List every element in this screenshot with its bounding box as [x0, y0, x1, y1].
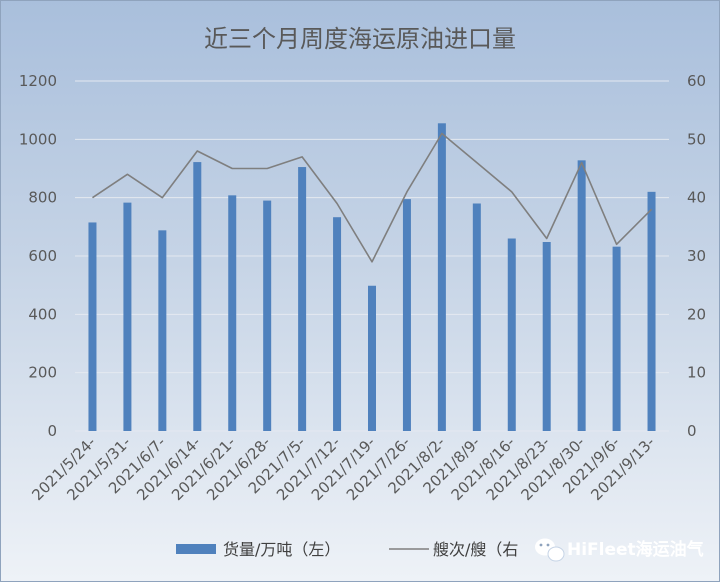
- left-axis-tick-label: 1200: [19, 72, 57, 90]
- bar: [228, 195, 237, 431]
- bar: [507, 238, 516, 431]
- watermark: HiFleet海运油气: [535, 538, 704, 562]
- bar: [437, 123, 446, 432]
- bar: [333, 217, 342, 431]
- left-axis-tick-label: 0: [47, 422, 57, 440]
- bar: [158, 230, 167, 431]
- bar: [298, 167, 307, 431]
- left-axis-tick-label: 800: [28, 189, 57, 207]
- chart-title: 近三个月周度海运原油进口量: [204, 25, 516, 53]
- wechat-icon: [535, 538, 565, 562]
- bar: [88, 222, 97, 431]
- left-axis-tick-label: 600: [28, 247, 57, 265]
- left-axis-tick-label: 400: [28, 305, 57, 323]
- left-axis: 0 200 400 600 800 1000 1200: [19, 72, 57, 440]
- right-axis-tick-label: 0: [687, 422, 697, 440]
- watermark-text: HiFleet海运油气: [567, 539, 704, 560]
- right-axis-tick-label: 40: [687, 189, 706, 207]
- bar: [647, 191, 656, 431]
- bar: [472, 203, 481, 431]
- bar: [542, 242, 551, 431]
- bar: [612, 246, 621, 431]
- left-axis-tick-label: 200: [28, 364, 57, 382]
- left-axis-tick-label: 1000: [19, 130, 57, 148]
- right-axis-tick-label: 10: [687, 364, 706, 382]
- bar: [402, 199, 411, 431]
- legend-line-label: 艘次/艘（右: [433, 540, 518, 559]
- x-axis: 2021/5/24-2021/5/31-2021/6/7-2021/6/14-2…: [28, 433, 658, 504]
- bar: [368, 285, 376, 431]
- bar: [123, 202, 132, 431]
- right-axis-tick-label: 30: [687, 247, 706, 265]
- bar: [577, 160, 586, 432]
- series-line: [92, 132, 653, 263]
- right-axis-tick-label: 50: [687, 130, 706, 148]
- right-axis-tick-label: 60: [687, 72, 706, 90]
- right-axis: 0 10 20 30 40 50 60: [687, 72, 706, 440]
- line-series: [92, 132, 653, 263]
- right-axis-tick-label: 20: [687, 305, 706, 323]
- legend-bar-swatch: [176, 544, 216, 554]
- bar: [263, 200, 272, 431]
- bar: [193, 162, 202, 432]
- bar-series: [88, 123, 656, 432]
- legend-bar-label: 货量/万吨（左）: [223, 540, 340, 559]
- legend: 货量/万吨（左） 艘次/艘（右: [176, 540, 518, 559]
